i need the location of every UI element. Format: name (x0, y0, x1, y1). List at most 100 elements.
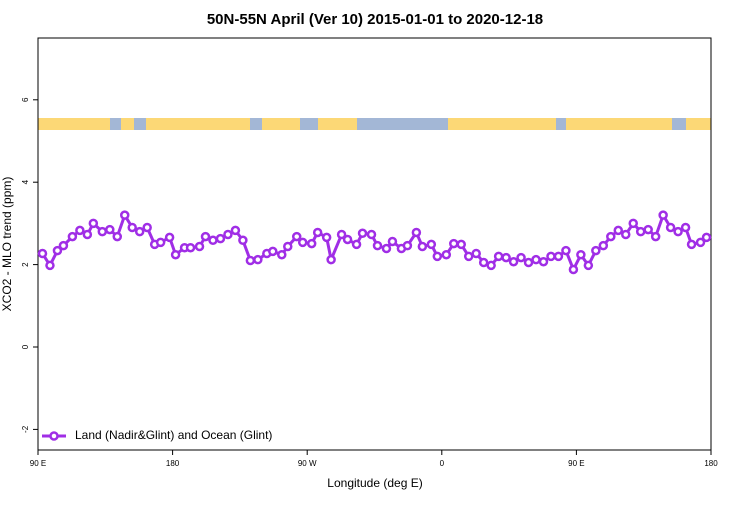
point (493, 251, 504, 262)
point (432, 251, 443, 262)
y-tick-label: -2 (21, 425, 30, 433)
point (665, 222, 676, 233)
point (194, 241, 205, 252)
point (591, 245, 601, 256)
land-strip (566, 118, 672, 130)
x-tick-label: 180 (166, 459, 180, 468)
point (561, 245, 571, 256)
point (321, 232, 332, 243)
point (471, 248, 481, 259)
point (417, 241, 428, 252)
point (508, 256, 519, 267)
x-axis-label: Longitude (deg E) (327, 476, 422, 490)
point (200, 231, 211, 242)
point (583, 260, 594, 271)
x-tick-label: 180 (704, 459, 718, 468)
legend-marker (49, 431, 59, 441)
point (238, 235, 248, 246)
plot-frame (37, 37, 712, 451)
point (516, 252, 526, 263)
x-tick-label: 90 E (568, 459, 584, 468)
point (366, 229, 377, 240)
point (336, 229, 347, 240)
point (523, 257, 534, 268)
point (628, 218, 638, 229)
y-axis-label: XCO2 - MLO trend (ppm) (0, 177, 14, 312)
point (82, 229, 93, 240)
point (372, 240, 383, 251)
point (245, 255, 256, 266)
point (97, 226, 108, 237)
point (215, 233, 226, 244)
y-tick-label: 6 (21, 97, 30, 102)
point (37, 248, 48, 259)
point (142, 222, 152, 233)
point (127, 222, 137, 233)
point (568, 264, 579, 275)
point (486, 260, 496, 271)
point (695, 237, 706, 248)
point (312, 227, 323, 238)
x-tick-label: 90 E (30, 459, 46, 468)
point (598, 240, 609, 251)
point (291, 231, 302, 242)
point (170, 249, 181, 260)
point (88, 218, 99, 229)
point (673, 226, 683, 237)
y-tick-label: 4 (21, 179, 30, 184)
point (658, 210, 668, 220)
point (112, 231, 123, 242)
point (449, 238, 459, 249)
point (387, 236, 398, 247)
chart-title: 50N-55N April (Ver 10) 2015-01-01 to 202… (207, 11, 543, 28)
y-tick-label: 2 (21, 262, 30, 267)
point (426, 239, 437, 250)
land-strip (121, 118, 134, 130)
point (463, 251, 474, 262)
point (52, 245, 63, 256)
point (223, 229, 233, 240)
point (253, 254, 263, 265)
point (411, 227, 422, 238)
land-strip (262, 118, 300, 130)
x-tick-label: 0 (440, 459, 445, 468)
point (45, 260, 55, 271)
point (326, 254, 336, 265)
point (576, 249, 586, 260)
point (606, 231, 616, 242)
point (155, 237, 166, 248)
land-strip (38, 118, 110, 130)
point (297, 237, 308, 248)
land-strip (686, 118, 711, 130)
point (680, 222, 691, 233)
point (105, 224, 115, 235)
point (351, 239, 362, 250)
point (531, 254, 541, 265)
land-strip (448, 118, 556, 130)
point (67, 231, 78, 242)
point (650, 231, 661, 242)
point (402, 240, 413, 251)
point (342, 234, 353, 245)
point (456, 239, 466, 250)
point (164, 232, 175, 243)
point (635, 226, 646, 237)
point (613, 225, 624, 236)
point (553, 251, 564, 262)
x-tick-label: 90 W (298, 459, 317, 468)
point (357, 228, 368, 239)
point (306, 238, 317, 249)
point (686, 239, 697, 250)
point (621, 229, 631, 240)
point (277, 249, 287, 260)
point (208, 235, 218, 246)
legend-label: Land (Nadir&Glint) and Ocean (Glint) (75, 428, 272, 442)
point (185, 242, 196, 253)
point (283, 241, 293, 252)
point (643, 224, 653, 235)
point (538, 256, 549, 267)
point (501, 252, 511, 263)
y-tick-label: 0 (21, 344, 30, 349)
land-strip (146, 118, 250, 130)
point (546, 251, 556, 262)
